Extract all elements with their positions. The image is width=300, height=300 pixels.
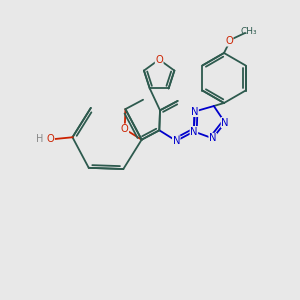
Text: CH₃: CH₃: [241, 26, 257, 35]
Text: N: N: [221, 118, 229, 128]
Text: O: O: [121, 124, 129, 134]
Text: O: O: [155, 55, 163, 64]
Text: N: N: [191, 106, 198, 116]
Text: O: O: [225, 36, 233, 46]
Text: N: N: [190, 127, 198, 136]
Text: N: N: [172, 136, 180, 146]
Text: N: N: [209, 133, 216, 143]
Text: O: O: [46, 134, 54, 144]
Text: H: H: [36, 134, 43, 144]
